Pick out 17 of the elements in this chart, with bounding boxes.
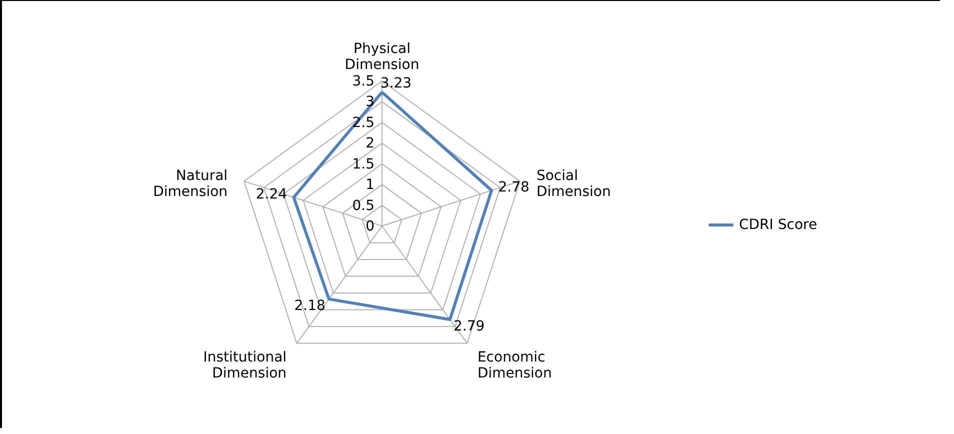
data-label: 2.18 (294, 298, 326, 314)
spoke-label: Economic Dimension (477, 349, 552, 382)
y-tick-label: 0.5 (352, 198, 374, 214)
data-label: 2.24 (256, 186, 288, 203)
data-label: 2.78 (498, 180, 530, 196)
y-tick-label: 1 (366, 177, 374, 194)
y-tick-label: 2 (366, 136, 374, 152)
spoke-label: Natural Dimension (153, 168, 228, 200)
data-label: 2.79 (453, 318, 485, 335)
spoke-label: Physical Dimension (344, 41, 420, 74)
y-tick-label: 3.5 (352, 74, 374, 90)
legend-label: CDRI Score (739, 217, 818, 233)
y-tick-label: 0 (366, 218, 374, 234)
spoke-label: Social Dimension (536, 168, 611, 200)
data-label: 3.23 (380, 75, 412, 92)
y-tick-label: 1.5 (352, 156, 374, 172)
spoke-label: Institutional Dimension (203, 349, 287, 382)
